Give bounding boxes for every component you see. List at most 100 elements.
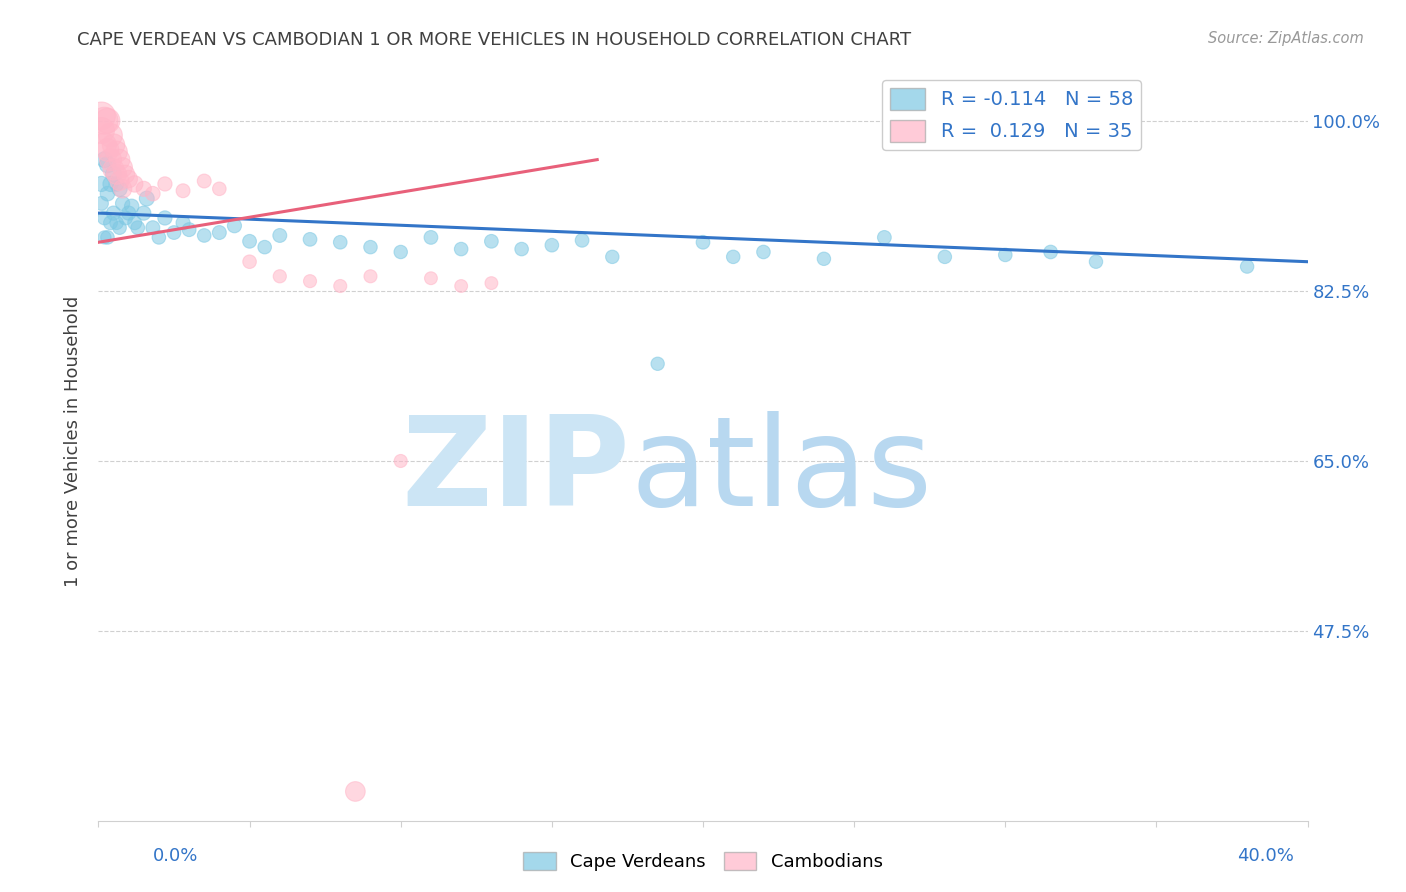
Text: 40.0%: 40.0% xyxy=(1237,847,1294,865)
Point xyxy=(239,235,262,249)
Point xyxy=(96,186,118,201)
Point xyxy=(100,177,122,191)
Point xyxy=(90,123,112,137)
Text: CAPE VERDEAN VS CAMBODIAN 1 OR MORE VEHICLES IN HOUSEHOLD CORRELATION CHART: CAPE VERDEAN VS CAMBODIAN 1 OR MORE VEHI… xyxy=(77,31,911,49)
Point xyxy=(208,226,231,240)
Point xyxy=(813,252,835,266)
Point xyxy=(118,172,141,186)
Point xyxy=(153,211,176,225)
Point xyxy=(127,220,149,235)
Point xyxy=(153,177,176,191)
Point xyxy=(389,454,412,468)
Point xyxy=(329,279,352,293)
Point xyxy=(299,232,322,246)
Point xyxy=(100,216,122,230)
Point xyxy=(108,220,131,235)
Point xyxy=(108,153,131,167)
Point xyxy=(90,109,112,123)
Point xyxy=(253,240,276,254)
Point xyxy=(571,233,593,247)
Point xyxy=(142,186,165,201)
Point xyxy=(105,145,128,159)
Point xyxy=(135,192,157,206)
Point xyxy=(873,230,896,244)
Point xyxy=(100,128,122,143)
Point xyxy=(93,230,115,244)
Point xyxy=(93,153,115,167)
Point xyxy=(108,174,131,188)
Text: Source: ZipAtlas.com: Source: ZipAtlas.com xyxy=(1208,31,1364,46)
Point xyxy=(420,271,443,285)
Point xyxy=(105,167,128,181)
Point xyxy=(269,269,291,284)
Point xyxy=(344,784,367,798)
Point xyxy=(90,196,112,211)
Point xyxy=(329,235,352,250)
Point xyxy=(420,230,443,244)
Point xyxy=(540,238,562,252)
Point xyxy=(602,250,624,264)
Point xyxy=(108,182,131,196)
Point xyxy=(360,240,382,254)
Point xyxy=(90,177,112,191)
Point xyxy=(118,206,141,220)
Point xyxy=(224,219,246,233)
Point xyxy=(692,235,714,250)
Point xyxy=(132,182,155,196)
Point xyxy=(450,279,472,293)
Point xyxy=(647,357,669,371)
Point xyxy=(450,242,472,256)
Point xyxy=(114,211,136,225)
Point xyxy=(111,161,134,175)
Point xyxy=(148,230,170,244)
Y-axis label: 1 or more Vehicles in Household: 1 or more Vehicles in Household xyxy=(65,296,83,587)
Point xyxy=(994,248,1017,262)
Legend: R = -0.114   N = 58, R =  0.129   N = 35: R = -0.114 N = 58, R = 0.129 N = 35 xyxy=(882,79,1140,150)
Point xyxy=(163,226,186,240)
Point xyxy=(121,199,143,213)
Point xyxy=(96,157,118,171)
Point xyxy=(360,269,382,284)
Point xyxy=(111,196,134,211)
Point xyxy=(193,174,215,188)
Point xyxy=(124,216,146,230)
Text: 0.0%: 0.0% xyxy=(153,847,198,865)
Point xyxy=(114,167,136,181)
Point xyxy=(93,138,115,153)
Text: atlas: atlas xyxy=(630,411,932,533)
Point xyxy=(96,230,118,244)
Point xyxy=(103,162,125,177)
Point xyxy=(1085,254,1108,268)
Point xyxy=(1236,260,1258,274)
Point xyxy=(389,245,412,260)
Text: ZIP: ZIP xyxy=(402,411,630,533)
Point xyxy=(752,245,775,260)
Point xyxy=(105,216,128,230)
Point xyxy=(93,113,115,128)
Point xyxy=(111,182,134,196)
Point xyxy=(179,222,201,236)
Point xyxy=(103,206,125,220)
Point xyxy=(193,228,215,243)
Legend: Cape Verdeans, Cambodians: Cape Verdeans, Cambodians xyxy=(516,845,890,879)
Point xyxy=(103,138,125,153)
Point xyxy=(124,177,146,191)
Point xyxy=(96,113,118,128)
Point xyxy=(100,153,122,167)
Point xyxy=(269,228,291,243)
Point xyxy=(1039,245,1062,260)
Point xyxy=(172,184,194,198)
Point xyxy=(103,167,125,181)
Point xyxy=(481,235,503,249)
Point xyxy=(934,250,956,264)
Point xyxy=(208,182,231,196)
Point xyxy=(105,177,128,191)
Point xyxy=(299,274,322,288)
Point xyxy=(239,254,262,268)
Point xyxy=(723,250,745,264)
Point xyxy=(172,216,194,230)
Point xyxy=(132,206,155,220)
Point xyxy=(510,242,533,256)
Point xyxy=(93,211,115,225)
Point xyxy=(142,220,165,235)
